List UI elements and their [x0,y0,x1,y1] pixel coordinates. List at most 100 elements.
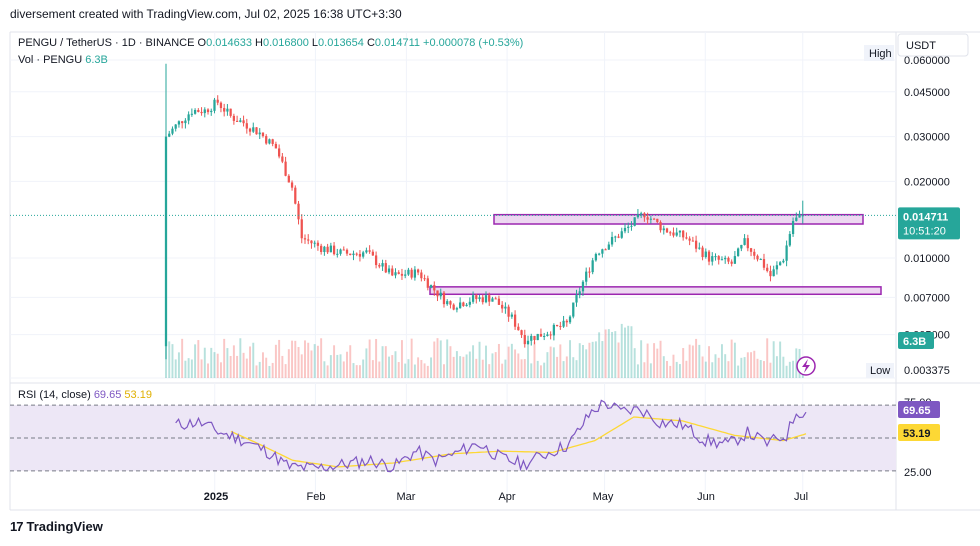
candle-body[interactable] [643,213,646,218]
candle-body[interactable] [252,127,255,132]
candle-body[interactable] [724,257,727,260]
candle-body[interactable] [436,290,439,297]
candle-body[interactable] [682,230,685,238]
lightning-icon[interactable] [796,356,816,376]
candle-body[interactable] [358,253,362,257]
candle-body[interactable] [588,271,591,273]
candle-body[interactable] [174,124,177,129]
candle-body[interactable] [565,320,568,323]
candle-body[interactable] [404,274,407,276]
candle-body[interactable] [539,333,543,337]
candle-body[interactable] [420,272,423,279]
candle-body[interactable] [368,250,371,252]
candle-body[interactable] [216,99,219,103]
candle-body[interactable] [339,249,342,254]
candle-body[interactable] [265,136,268,144]
candle-body[interactable] [526,340,530,345]
candle-body[interactable] [426,278,429,288]
zone-rectangle[interactable] [429,286,882,296]
candle-body[interactable] [193,110,197,114]
candle-body[interactable] [248,128,252,132]
candle-body[interactable] [659,222,662,231]
candle-body[interactable] [210,110,213,113]
candle-body[interactable] [371,251,374,256]
candle-body[interactable] [242,120,245,124]
candle-body[interactable] [423,278,426,280]
candle-body[interactable] [517,326,520,331]
candle-body[interactable] [610,236,614,245]
candle-body[interactable] [206,109,210,113]
candle-body[interactable] [255,127,258,135]
candle-body[interactable] [235,120,239,122]
candle-body[interactable] [223,108,226,112]
candle-body[interactable] [290,182,294,188]
candle-body[interactable] [714,256,717,258]
candle-body[interactable] [678,230,682,233]
candle-body[interactable] [313,242,316,244]
candle-body[interactable] [378,265,381,267]
candle-body[interactable] [743,238,746,245]
candle-body[interactable] [433,285,436,291]
candle-body[interactable] [381,263,384,267]
candle-body[interactable] [497,298,501,305]
candle-body[interactable] [630,225,633,227]
candlesticks[interactable] [10,63,896,376]
candle-body[interactable] [779,262,782,266]
candle-body[interactable] [429,285,433,288]
candle-body[interactable] [523,335,526,345]
candle-body[interactable] [410,269,413,278]
candle-body[interactable] [177,121,181,125]
candle-body[interactable] [530,335,533,341]
candle-body[interactable] [413,269,417,278]
candle-body[interactable] [387,268,391,273]
candle-body[interactable] [711,256,714,262]
candle-body[interactable] [769,270,772,277]
candle-body[interactable] [229,108,232,116]
candle-body[interactable] [494,298,497,300]
candle-body[interactable] [640,213,643,215]
candle-body[interactable] [614,236,617,238]
candle-body[interactable] [727,257,730,262]
candle-body[interactable] [468,301,471,305]
candle-body[interactable] [552,324,556,336]
candle-body[interactable] [342,249,345,251]
candle-body[interactable] [782,260,785,263]
candle-body[interactable] [226,108,229,112]
candle-body[interactable] [717,256,720,260]
rsi-legend[interactable]: RSI (14, close) 69.65 53.19 [18,389,152,401]
candle-body[interactable] [591,260,594,273]
candle-body[interactable] [543,336,546,338]
candle-body[interactable] [187,114,190,121]
candle-body[interactable] [555,324,559,326]
candle-body[interactable] [203,109,206,114]
candle-body[interactable] [245,123,248,129]
candle-body[interactable] [455,308,459,310]
candle-body[interactable] [307,239,310,241]
candle-body[interactable] [766,267,769,271]
candle-body[interactable] [701,247,704,258]
candle-body[interactable] [675,232,678,236]
candle-body[interactable] [181,121,184,124]
candle-body[interactable] [733,256,737,264]
candle-body[interactable] [488,295,491,302]
candle-body[interactable] [332,245,336,255]
candle-body[interactable] [281,156,284,162]
candle-body[interactable] [297,203,300,220]
candle-body[interactable] [271,139,274,144]
candle-body[interactable] [662,228,665,231]
candle-body[interactable] [219,102,223,109]
candle-body[interactable] [762,259,766,268]
candle-body[interactable] [753,251,756,256]
candle-body[interactable] [462,302,465,307]
candle-body[interactable] [268,139,271,144]
candle-body[interactable] [274,143,278,149]
candle-body[interactable] [672,232,675,236]
candle-body[interactable] [633,217,636,226]
candle-body[interactable] [736,248,740,257]
candle-body[interactable] [294,187,297,204]
candle-body[interactable] [471,295,475,302]
candle-body[interactable] [685,237,688,239]
candle-body[interactable] [491,298,494,302]
candle-body[interactable] [791,221,795,235]
